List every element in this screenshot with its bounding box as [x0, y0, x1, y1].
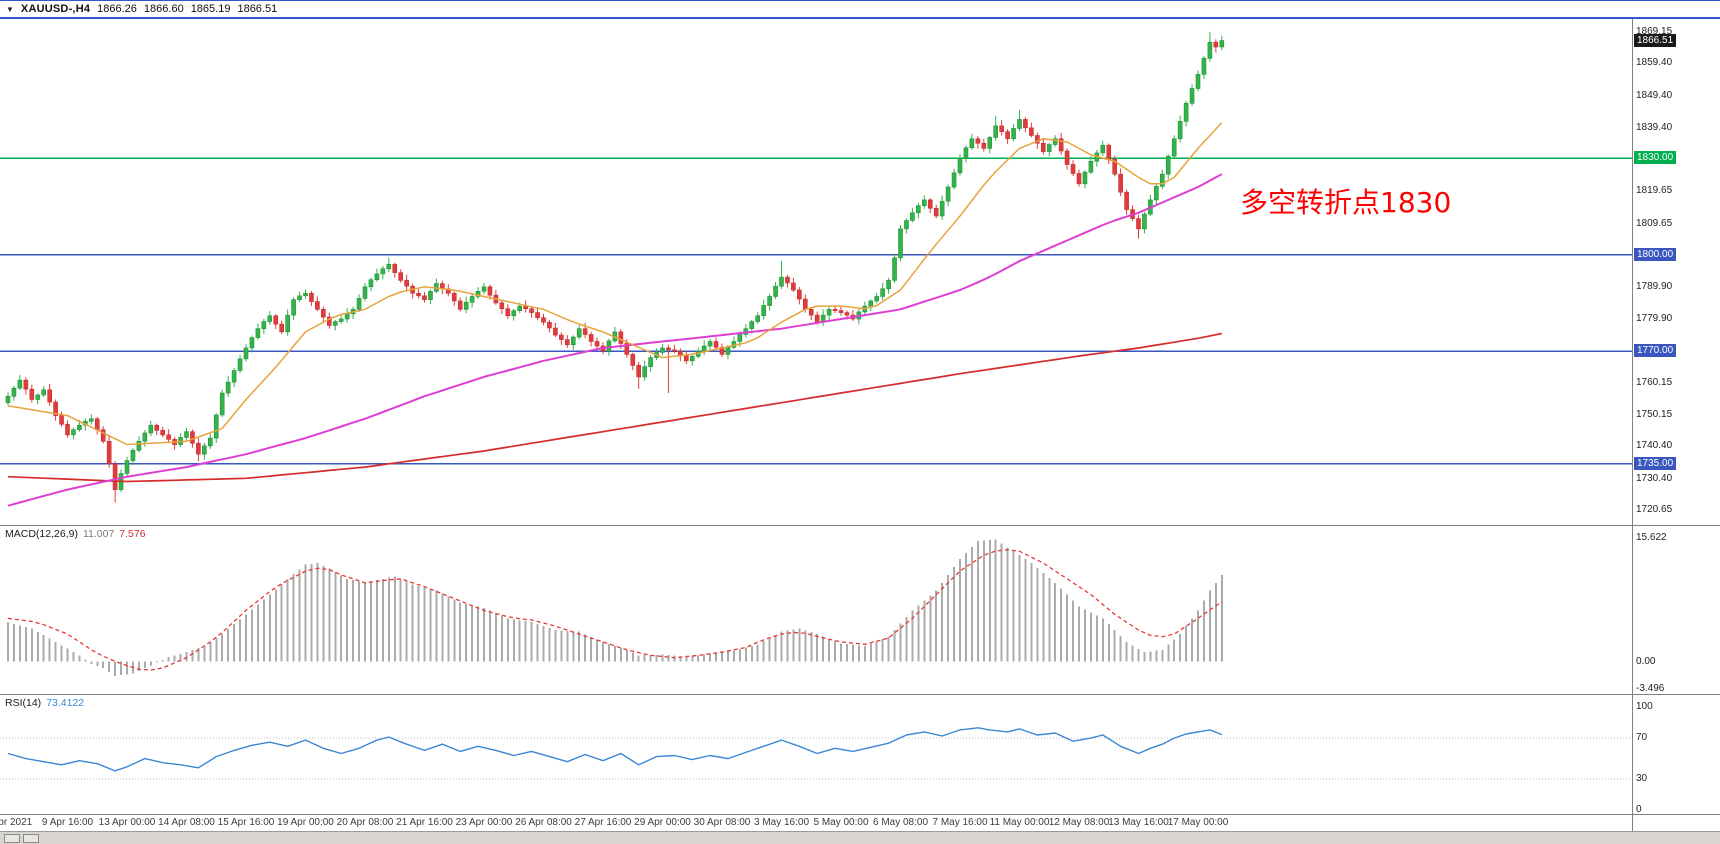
time-tick-label: 20 Apr 08:00 — [336, 817, 394, 828]
rsi-value: 73.4122 — [46, 697, 85, 709]
candlestick-plot[interactable]: 多空转折点1830 — [0, 19, 1632, 525]
macd-indicator-label: MACD(12,26,9) 11.007 7.576 — [5, 528, 146, 540]
ohlc-high-value: 1866.60 — [143, 3, 184, 15]
time-tick-label: 5 May 00:00 — [813, 817, 869, 828]
price-tick-label: 1819.65 — [1636, 185, 1673, 197]
ohlc-low-value: 1865.19 — [190, 3, 231, 15]
time-tick-label: 13 May 16:00 — [1108, 817, 1169, 828]
price-level-label: 1770.00 — [1634, 344, 1677, 358]
time-tick-label: 30 Apr 08:00 — [693, 817, 751, 828]
price-level-label: 1830.00 — [1634, 151, 1677, 165]
price-chart-svg[interactable] — [0, 19, 1632, 525]
rsi-axis[interactable]: 100 70 30 0 — [1632, 695, 1720, 815]
price-tick-label: 1760.15 — [1636, 376, 1673, 388]
symbol-dropdown-icon[interactable]: ▼ — [6, 4, 14, 14]
rsi-chart-svg[interactable] — [0, 695, 1632, 814]
macd-name: MACD(12,26,9) — [5, 528, 78, 540]
price-tick-label: 1789.90 — [1636, 281, 1673, 293]
rsi-tick-label: 30 — [1636, 773, 1648, 785]
price-tick-label: 1740.40 — [1636, 440, 1673, 452]
price-tick-label: 1809.65 — [1636, 217, 1673, 229]
symbol-timeframe-label: XAUUSD-,H4 — [20, 3, 91, 15]
time-tick-label: 7 May 16:00 — [932, 817, 988, 828]
time-tick-label: 12 May 08:00 — [1048, 817, 1110, 828]
macd-tick-label: 15.622 — [1636, 532, 1667, 544]
macd-plot[interactable]: MACD(12,26,9) 11.007 7.576 — [0, 526, 1632, 694]
price-tick-label: 1859.40 — [1636, 57, 1673, 69]
rsi-tick-label: 70 — [1636, 732, 1648, 744]
time-tick-label: 26 Apr 08:00 — [515, 817, 572, 828]
time-tick-label: 19 Apr 00:00 — [277, 817, 334, 828]
macd-tick-label: 0.00 — [1636, 655, 1656, 667]
chart-tab-button-1[interactable] — [4, 833, 20, 843]
price-tick-label: 1849.40 — [1636, 89, 1673, 101]
current-price-label: 1866.51 — [1634, 33, 1677, 47]
time-tick-label: 14 Apr 08:00 — [158, 817, 215, 828]
window-bottom-strip — [0, 831, 1720, 844]
macd-main-value: 11.007 — [82, 528, 115, 540]
time-tick-label: 21 Apr 16:00 — [396, 817, 453, 828]
price-tick-label: 1779.90 — [1636, 313, 1673, 325]
price-tick-label: 1730.40 — [1636, 472, 1673, 484]
macd-tick-label: -3.496 — [1636, 683, 1665, 695]
price-level-label: 1800.00 — [1634, 247, 1677, 261]
price-tick-label: 1720.65 — [1636, 504, 1673, 516]
ohlc-close-value: 1866.51 — [237, 3, 278, 15]
rsi-tick-label: 0 — [1636, 803, 1642, 815]
price-axis[interactable]: 1869.15 1859.40 1849.40 1839.40 1819.65 1809.… — [1632, 19, 1720, 525]
macd-signal-value: 7.576 — [119, 528, 146, 540]
price-panel: 多空转折点1830 1869.15 1859.40 1849.40 1839.40 18… — [0, 19, 1720, 526]
rsi-indicator-label: RSI(14) 73.4122 — [5, 697, 84, 709]
time-tick-label: 8 Apr 2021 — [0, 817, 33, 828]
time-tick-label: 6 May 08:00 — [872, 817, 929, 828]
time-tick-label: 3 May 16:00 — [753, 817, 810, 828]
price-tick-label: 1869.15 — [1636, 26, 1673, 38]
rsi-tick-label: 100 — [1636, 701, 1653, 713]
ohlc-open-value: 1866.26 — [97, 3, 137, 15]
time-tick-label: 11 May 00:00 — [989, 817, 1050, 828]
time-tick-label: 15 Apr 16:00 — [217, 817, 275, 828]
price-tick-label: 1750.15 — [1636, 409, 1673, 421]
time-tick-label: 23 Apr 00:00 — [455, 817, 513, 828]
macd-panel: MACD(12,26,9) 11.007 7.576 15.622 0.00 -3.49… — [0, 526, 1720, 695]
time-tick-label: 13 Apr 00:00 — [98, 817, 156, 828]
time-tick-label: 27 Apr 16:00 — [574, 817, 632, 828]
time-tick-label: 9 Apr 16:00 — [41, 817, 94, 828]
annotation-text-object[interactable]: 多空转折点1830 — [1240, 186, 1452, 219]
chart-tab-button-2[interactable] — [23, 833, 39, 843]
rsi-name: RSI(14) — [5, 697, 42, 709]
rsi-panel: RSI(14) 73.4122 100 70 30 0 — [0, 695, 1720, 815]
price-level-label: 1735.00 — [1634, 456, 1677, 470]
time-tick-label: 17 May 00:00 — [1167, 817, 1229, 828]
chart-header: ▼ XAUUSD-,H4 1866.26 1866.60 1865.19 186… — [0, 1, 1720, 19]
macd-chart-svg[interactable] — [0, 526, 1632, 694]
price-tick-label: 1839.40 — [1636, 121, 1673, 133]
rsi-plot[interactable]: RSI(14) 73.4122 — [0, 695, 1632, 814]
time-tick-label: 29 Apr 00:00 — [634, 817, 691, 828]
macd-axis[interactable]: 15.622 0.00 -3.496 — [1632, 526, 1720, 694]
time-axis-corner — [1632, 815, 1720, 831]
